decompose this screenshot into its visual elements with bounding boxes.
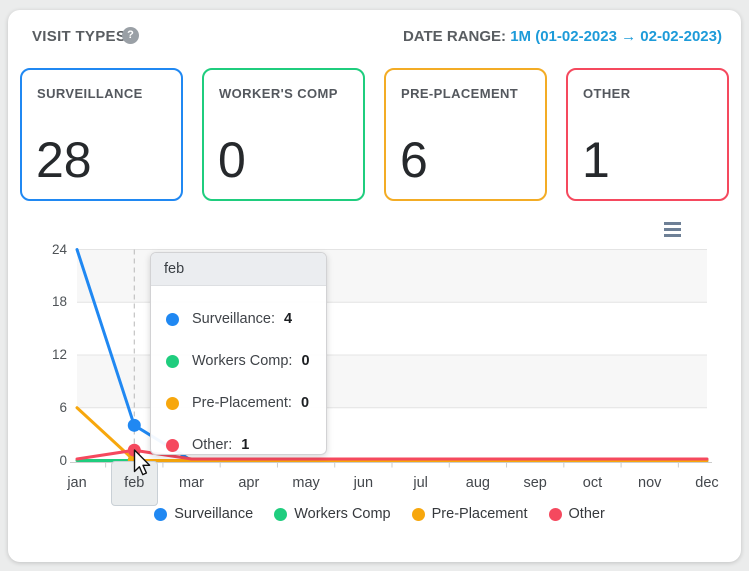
tooltip-row-workers-comp: Workers Comp: 0 <box>166 340 326 382</box>
date-range-value[interactable]: 1M (01-02-2023 → 02-02-2023) <box>510 28 722 45</box>
x-axis-label-jul[interactable]: jul <box>413 475 428 491</box>
y-axis-label-0: 0 <box>59 452 67 468</box>
x-axis-label-feb[interactable]: feb <box>124 475 145 491</box>
stat-card-workers-comp: WORKER'S COMP 0 <box>202 68 365 201</box>
series-dot-icon <box>166 438 179 452</box>
series-line-other[interactable] <box>75 448 709 461</box>
hover-marker-surveillance[interactable] <box>127 418 141 432</box>
x-axis-label-aug[interactable]: aug <box>465 475 490 491</box>
x-axis-label-jun[interactable]: jun <box>353 475 374 491</box>
stat-card-value: 1 <box>582 132 610 188</box>
x-axis-label-oct[interactable]: oct <box>582 475 603 491</box>
legend-dot-icon <box>548 507 562 521</box>
series-dot-icon <box>166 312 179 326</box>
date-range: DATE RANGE: 1M (01-02-2023 → 02-02-2023) <box>403 28 722 45</box>
y-axis-label-12: 12 <box>51 347 67 362</box>
stat-card-label: SURVEILLANCE <box>37 86 143 101</box>
stat-card-value: 28 <box>36 132 92 188</box>
tooltip-row-surveillance: Surveillance: 4 <box>166 298 326 340</box>
legend-item-pre-placement[interactable]: Pre-Placement <box>411 506 528 522</box>
x-axis-label-sep[interactable]: sep <box>523 475 547 491</box>
y-axis-label-18: 18 <box>51 294 67 310</box>
stat-card-pre-placement: PRE-PLACEMENT 6 <box>384 68 547 201</box>
page-title: VISIT TYPES <box>32 28 127 45</box>
stat-card-label: PRE-PLACEMENT <box>401 86 519 101</box>
stat-card-label: WORKER'S COMP <box>219 86 338 101</box>
y-axis-label-6: 6 <box>59 399 67 415</box>
x-axis-label-may[interactable]: may <box>292 475 320 491</box>
legend-item-surveillance[interactable]: Surveillance <box>154 506 253 522</box>
chart-legend: Surveillance Workers Comp Pre-Placement … <box>10 506 749 522</box>
chart-menu-icon[interactable] <box>664 222 682 239</box>
legend-item-workers-comp[interactable]: Workers Comp <box>274 506 391 522</box>
tooltip-row-pre-placement: Pre-Placement: 0 <box>166 382 326 424</box>
stat-card-other: OTHER 1 <box>566 68 729 201</box>
stat-card-label: OTHER <box>583 86 631 101</box>
series-dot-icon <box>166 396 179 410</box>
tooltip-title: feb <box>151 253 326 286</box>
date-range-label: DATE RANGE: <box>402 28 507 45</box>
help-icon[interactable]: ? <box>122 27 139 44</box>
x-axis-label-dec[interactable]: dec <box>695 475 719 491</box>
legend-item-other[interactable]: Other <box>548 506 605 522</box>
tooltip-row-other: Other: 1 <box>166 424 326 454</box>
x-axis-label-apr[interactable]: apr <box>238 475 260 491</box>
stat-card-surveillance: SURVEILLANCE 28 <box>20 68 183 201</box>
x-axis-label-nov[interactable]: nov <box>638 475 662 491</box>
mouse-cursor-icon <box>133 449 151 476</box>
stat-card-value: 6 <box>400 132 428 188</box>
legend-dot-icon <box>154 507 168 521</box>
y-axis-label-24: 24 <box>51 241 67 257</box>
legend-dot-icon <box>411 507 425 521</box>
stat-card-value: 0 <box>218 132 246 188</box>
series-dot-icon <box>166 354 179 368</box>
legend-dot-icon <box>274 507 288 521</box>
x-axis-label-jan[interactable]: jan <box>67 475 87 491</box>
chart-tooltip: feb Surveillance: 4 Workers Comp: 0 Pre-… <box>150 252 327 455</box>
x-axis-label-mar[interactable]: mar <box>179 475 205 491</box>
